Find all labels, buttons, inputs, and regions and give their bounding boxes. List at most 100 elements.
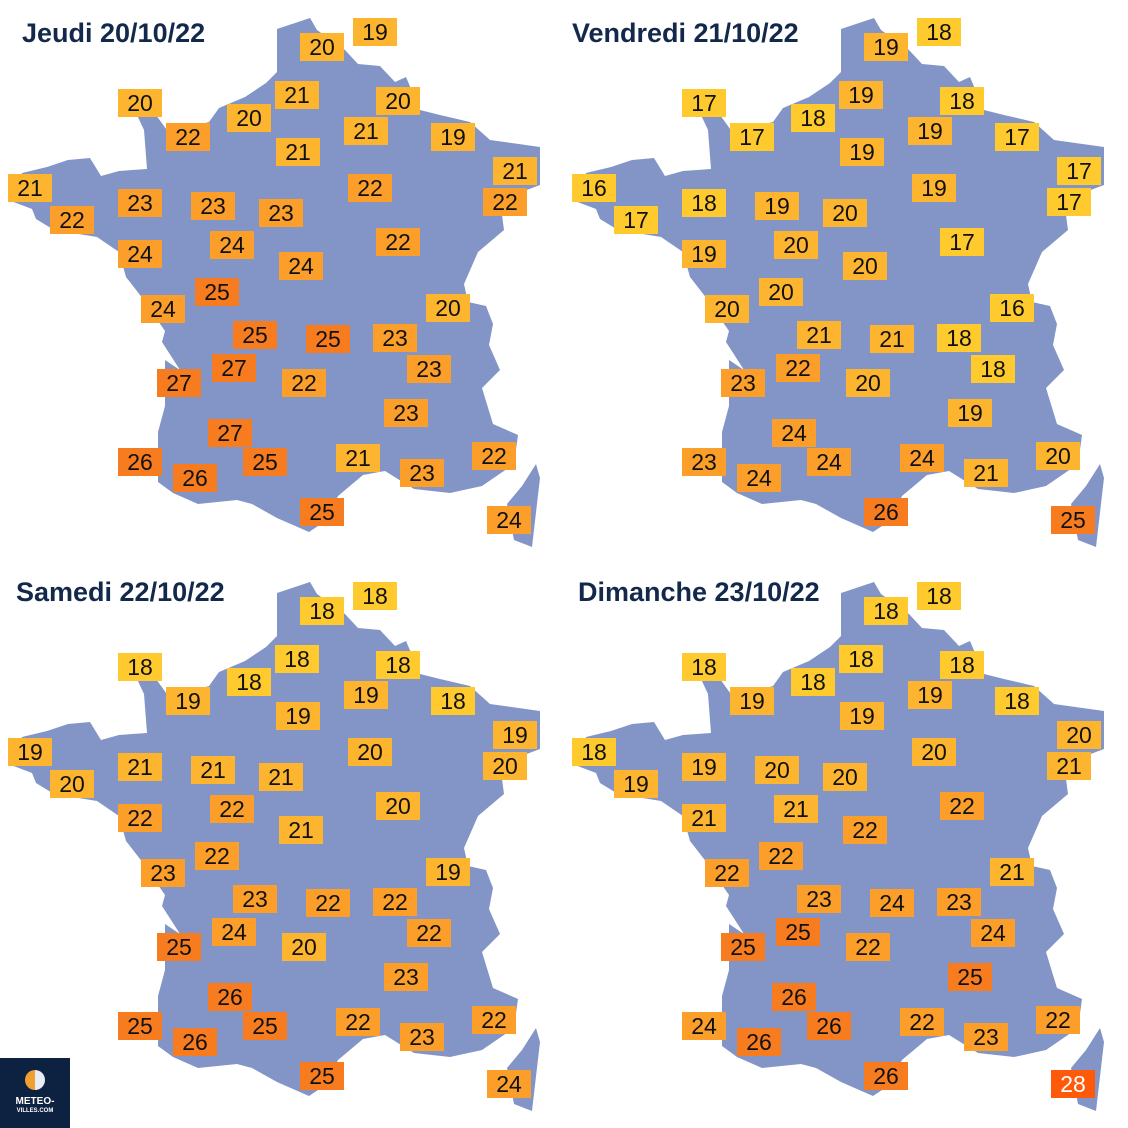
temperature-badge: 18 — [791, 668, 835, 696]
temperature-badge: 18 — [917, 582, 961, 610]
temperature-badge: 24 — [487, 506, 531, 534]
temperature-badge: 18 — [431, 687, 475, 715]
temperature-badge: 23 — [141, 859, 185, 887]
temperature-badge: 17 — [682, 89, 726, 117]
temperature-badge: 26 — [208, 983, 252, 1011]
temperature-badge: 21 — [1047, 752, 1091, 780]
logo-line2: VILLES.COM — [16, 1108, 54, 1114]
temperature-badge: 21 — [682, 804, 726, 832]
temperature-badge: 25 — [300, 498, 344, 526]
temperature-badge: 19 — [912, 174, 956, 202]
logo-sun-icon — [25, 1070, 45, 1090]
temperature-badge: 19 — [493, 721, 537, 749]
temperature-badge: 19 — [166, 687, 210, 715]
temperature-badge: 18 — [118, 653, 162, 681]
temperature-badge: 22 — [336, 1008, 380, 1036]
temperature-badge: 16 — [572, 174, 616, 202]
map-date-title: Jeudi 20/10/22 — [22, 18, 206, 48]
temperature-badge: 19 — [730, 687, 774, 715]
temperature-badge: 23 — [259, 199, 303, 227]
temperature-badge: 22 — [373, 888, 417, 916]
temperature-badge: 18 — [275, 645, 319, 673]
temperature-badge: 20 — [282, 933, 326, 961]
logo-line1: METEO- — [15, 1096, 55, 1107]
temperature-badge: 19 — [755, 192, 799, 220]
temperature-badge: 26 — [772, 983, 816, 1011]
temperature-badge: 19 — [276, 702, 320, 730]
temperature-badge: 24 — [141, 295, 185, 323]
temperature-badge: 17 — [1047, 188, 1091, 216]
temperature-badge: 25 — [118, 1012, 162, 1040]
temperature-badge: 25 — [300, 1062, 344, 1090]
temperature-badge: 22 — [846, 933, 890, 961]
temperature-badge: 20 — [50, 770, 94, 798]
temperature-badge: 19 — [682, 240, 726, 268]
temperature-badge: 22 — [376, 228, 420, 256]
temperature-badge: 19 — [908, 117, 952, 145]
temperature-badge: 26 — [173, 464, 217, 492]
temperature-badge: 19 — [908, 681, 952, 709]
temperature-badge: 23 — [373, 324, 417, 352]
temperature-badge: 23 — [400, 459, 444, 487]
temperature-badge: 26 — [864, 1062, 908, 1090]
temperature-badge: 26 — [173, 1028, 217, 1056]
temperature-badge: 20 — [1057, 721, 1101, 749]
temperature-badge: 19 — [840, 702, 884, 730]
temperature-badge: 22 — [118, 804, 162, 832]
temperature-badge: 18 — [940, 651, 984, 679]
temperature-badge: 21 — [118, 753, 162, 781]
temperature-badge: 20 — [300, 33, 344, 61]
temperature-badge: 24 — [682, 1012, 726, 1040]
temperature-badge: 23 — [407, 355, 451, 383]
temperature-badge: 20 — [759, 278, 803, 306]
temperature-badge: 19 — [839, 81, 883, 109]
temperature-badge: 19 — [8, 738, 52, 766]
temperature-badge: 23 — [937, 888, 981, 916]
temperature-badge: 18 — [839, 645, 883, 673]
temperature-badge: 23 — [384, 399, 428, 427]
temperature-badge: 24 — [487, 1070, 531, 1098]
temperature-badge: 22 — [195, 842, 239, 870]
temperature-badge: 20 — [823, 763, 867, 791]
temperature-badge: 21 — [8, 174, 52, 202]
temperature-badge: 20 — [348, 738, 392, 766]
temperature-badge: 24 — [900, 444, 944, 472]
temperature-badge: 25 — [721, 933, 765, 961]
temperature-badge: 25 — [195, 278, 239, 306]
temperature-badge: 21 — [344, 117, 388, 145]
temperature-badge: 20 — [846, 369, 890, 397]
temperature-badge: 19 — [344, 681, 388, 709]
temperature-badge: 17 — [995, 123, 1039, 151]
temperature-badge: 18 — [353, 582, 397, 610]
temperature-badge: 24 — [212, 918, 256, 946]
temperature-badge: 23 — [797, 885, 841, 913]
temperature-badge: 20 — [843, 252, 887, 280]
temperature-badge: 18 — [940, 87, 984, 115]
temperature-badge: 22 — [483, 188, 527, 216]
temperature-badge: 20 — [483, 752, 527, 780]
temperature-badge: 26 — [864, 498, 908, 526]
temperature-badge: 25 — [243, 1012, 287, 1040]
temperature-badge: 22 — [210, 795, 254, 823]
temperature-badge: 24 — [279, 252, 323, 280]
temperature-badge: 18 — [300, 597, 344, 625]
temperature-badge: 19 — [614, 770, 658, 798]
temperature-badge: 19 — [948, 399, 992, 427]
temperature-badge: 21 — [870, 325, 914, 353]
temperature-badge: 22 — [50, 206, 94, 234]
temperature-badge: 22 — [472, 1006, 516, 1034]
temperature-badge: 20 — [376, 792, 420, 820]
temperature-badge: 21 — [797, 321, 841, 349]
temperature-badge: 22 — [472, 442, 516, 470]
temperature-badge: 23 — [682, 448, 726, 476]
temperature-badge: 25 — [1051, 506, 1095, 534]
temperature-badge: 26 — [118, 448, 162, 476]
temperature-badge: 17 — [940, 228, 984, 256]
temperature-badge: 17 — [614, 206, 658, 234]
temperature-badge: 22 — [407, 919, 451, 947]
temperature-badge: 23 — [400, 1023, 444, 1051]
temperature-badge: 23 — [384, 963, 428, 991]
temperature-badge: 22 — [306, 889, 350, 917]
temperature-badge: 21 — [336, 444, 380, 472]
temperature-badge: 18 — [227, 668, 271, 696]
